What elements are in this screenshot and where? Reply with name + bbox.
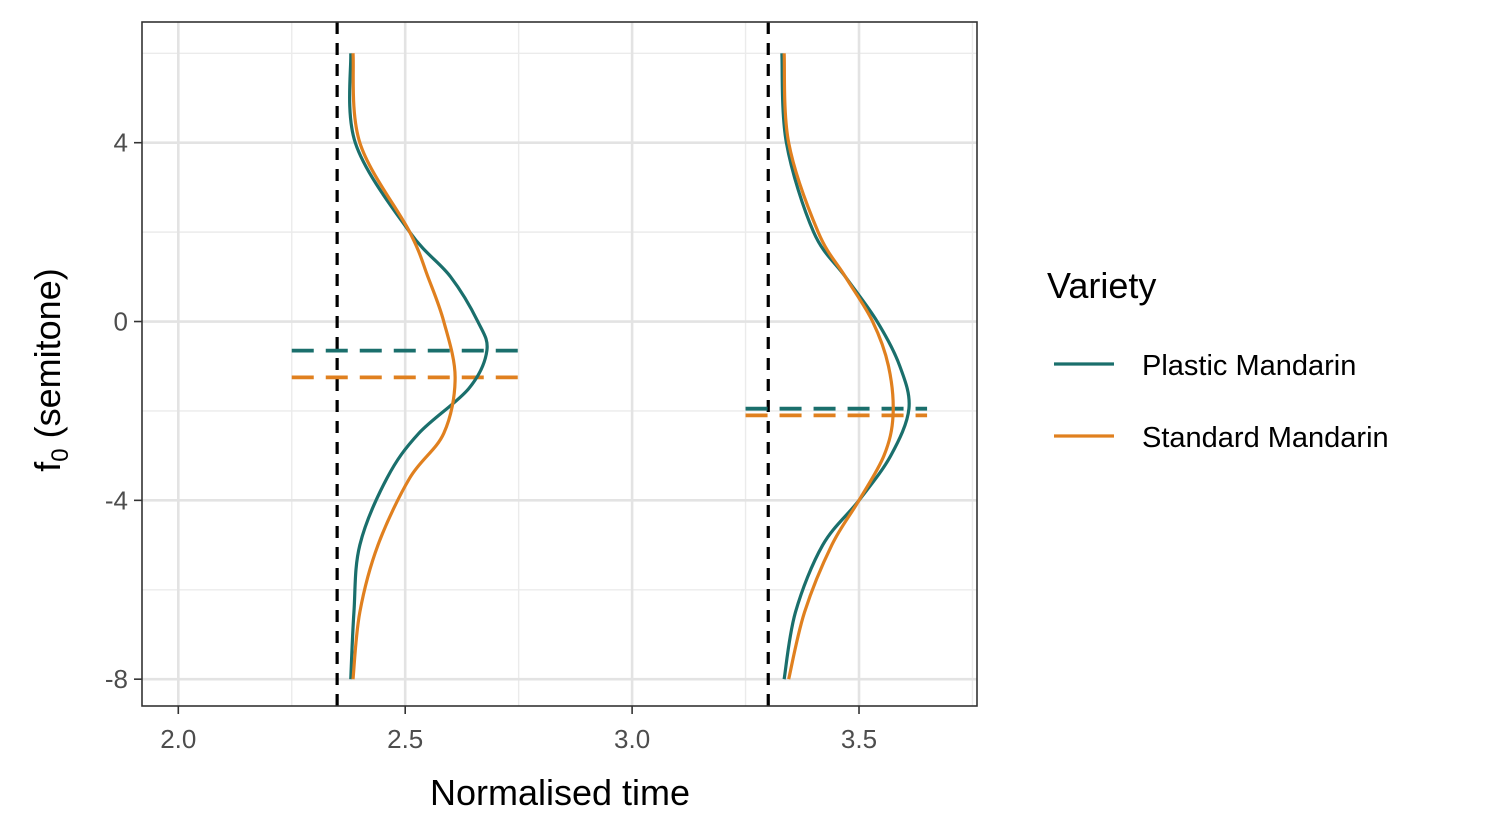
legend: Variety Plastic Mandarin Standard Mandar… [1047, 265, 1389, 454]
y-tick-label: -8 [105, 664, 128, 694]
legend-label-plastic-mandarin: Plastic Mandarin [1142, 350, 1356, 382]
legend-title: Variety [1047, 265, 1156, 306]
x-tick-label: 3.5 [841, 724, 877, 754]
x-tick-label: 3.0 [614, 724, 650, 754]
x-tick-label: 2.5 [387, 724, 423, 754]
reference-lines [335, 22, 770, 706]
y-axis-title-f: f [27, 461, 68, 472]
y-tick-label: -4 [105, 485, 128, 515]
y-axis-title-subscript: 0 [47, 448, 74, 461]
x-axis-title: Normalised time [430, 772, 690, 813]
panel-border [141, 21, 978, 707]
grid [142, 22, 977, 706]
series-line-plastic-mandarin-2 [780, 53, 911, 680]
y-tick-label: 4 [114, 128, 128, 158]
x-tick-label: 2.0 [160, 724, 196, 754]
series-line-standard-mandarin-1 [351, 53, 457, 680]
series-layer [291, 53, 928, 680]
series-line-standard-mandarin-2 [782, 53, 895, 680]
y-axis-title: f0 (semitone) [27, 268, 74, 471]
legend-label-standard-mandarin: Standard Mandarin [1142, 422, 1389, 454]
y-axis-title-suffix: (semitone) [27, 268, 68, 448]
y-tick-label: 0 [114, 307, 128, 337]
series-line-plastic-mandarin-1 [348, 53, 489, 680]
axis-ticks: 2.0 2.5 3.0 3.5 4 0 -4 -8 [105, 128, 877, 754]
